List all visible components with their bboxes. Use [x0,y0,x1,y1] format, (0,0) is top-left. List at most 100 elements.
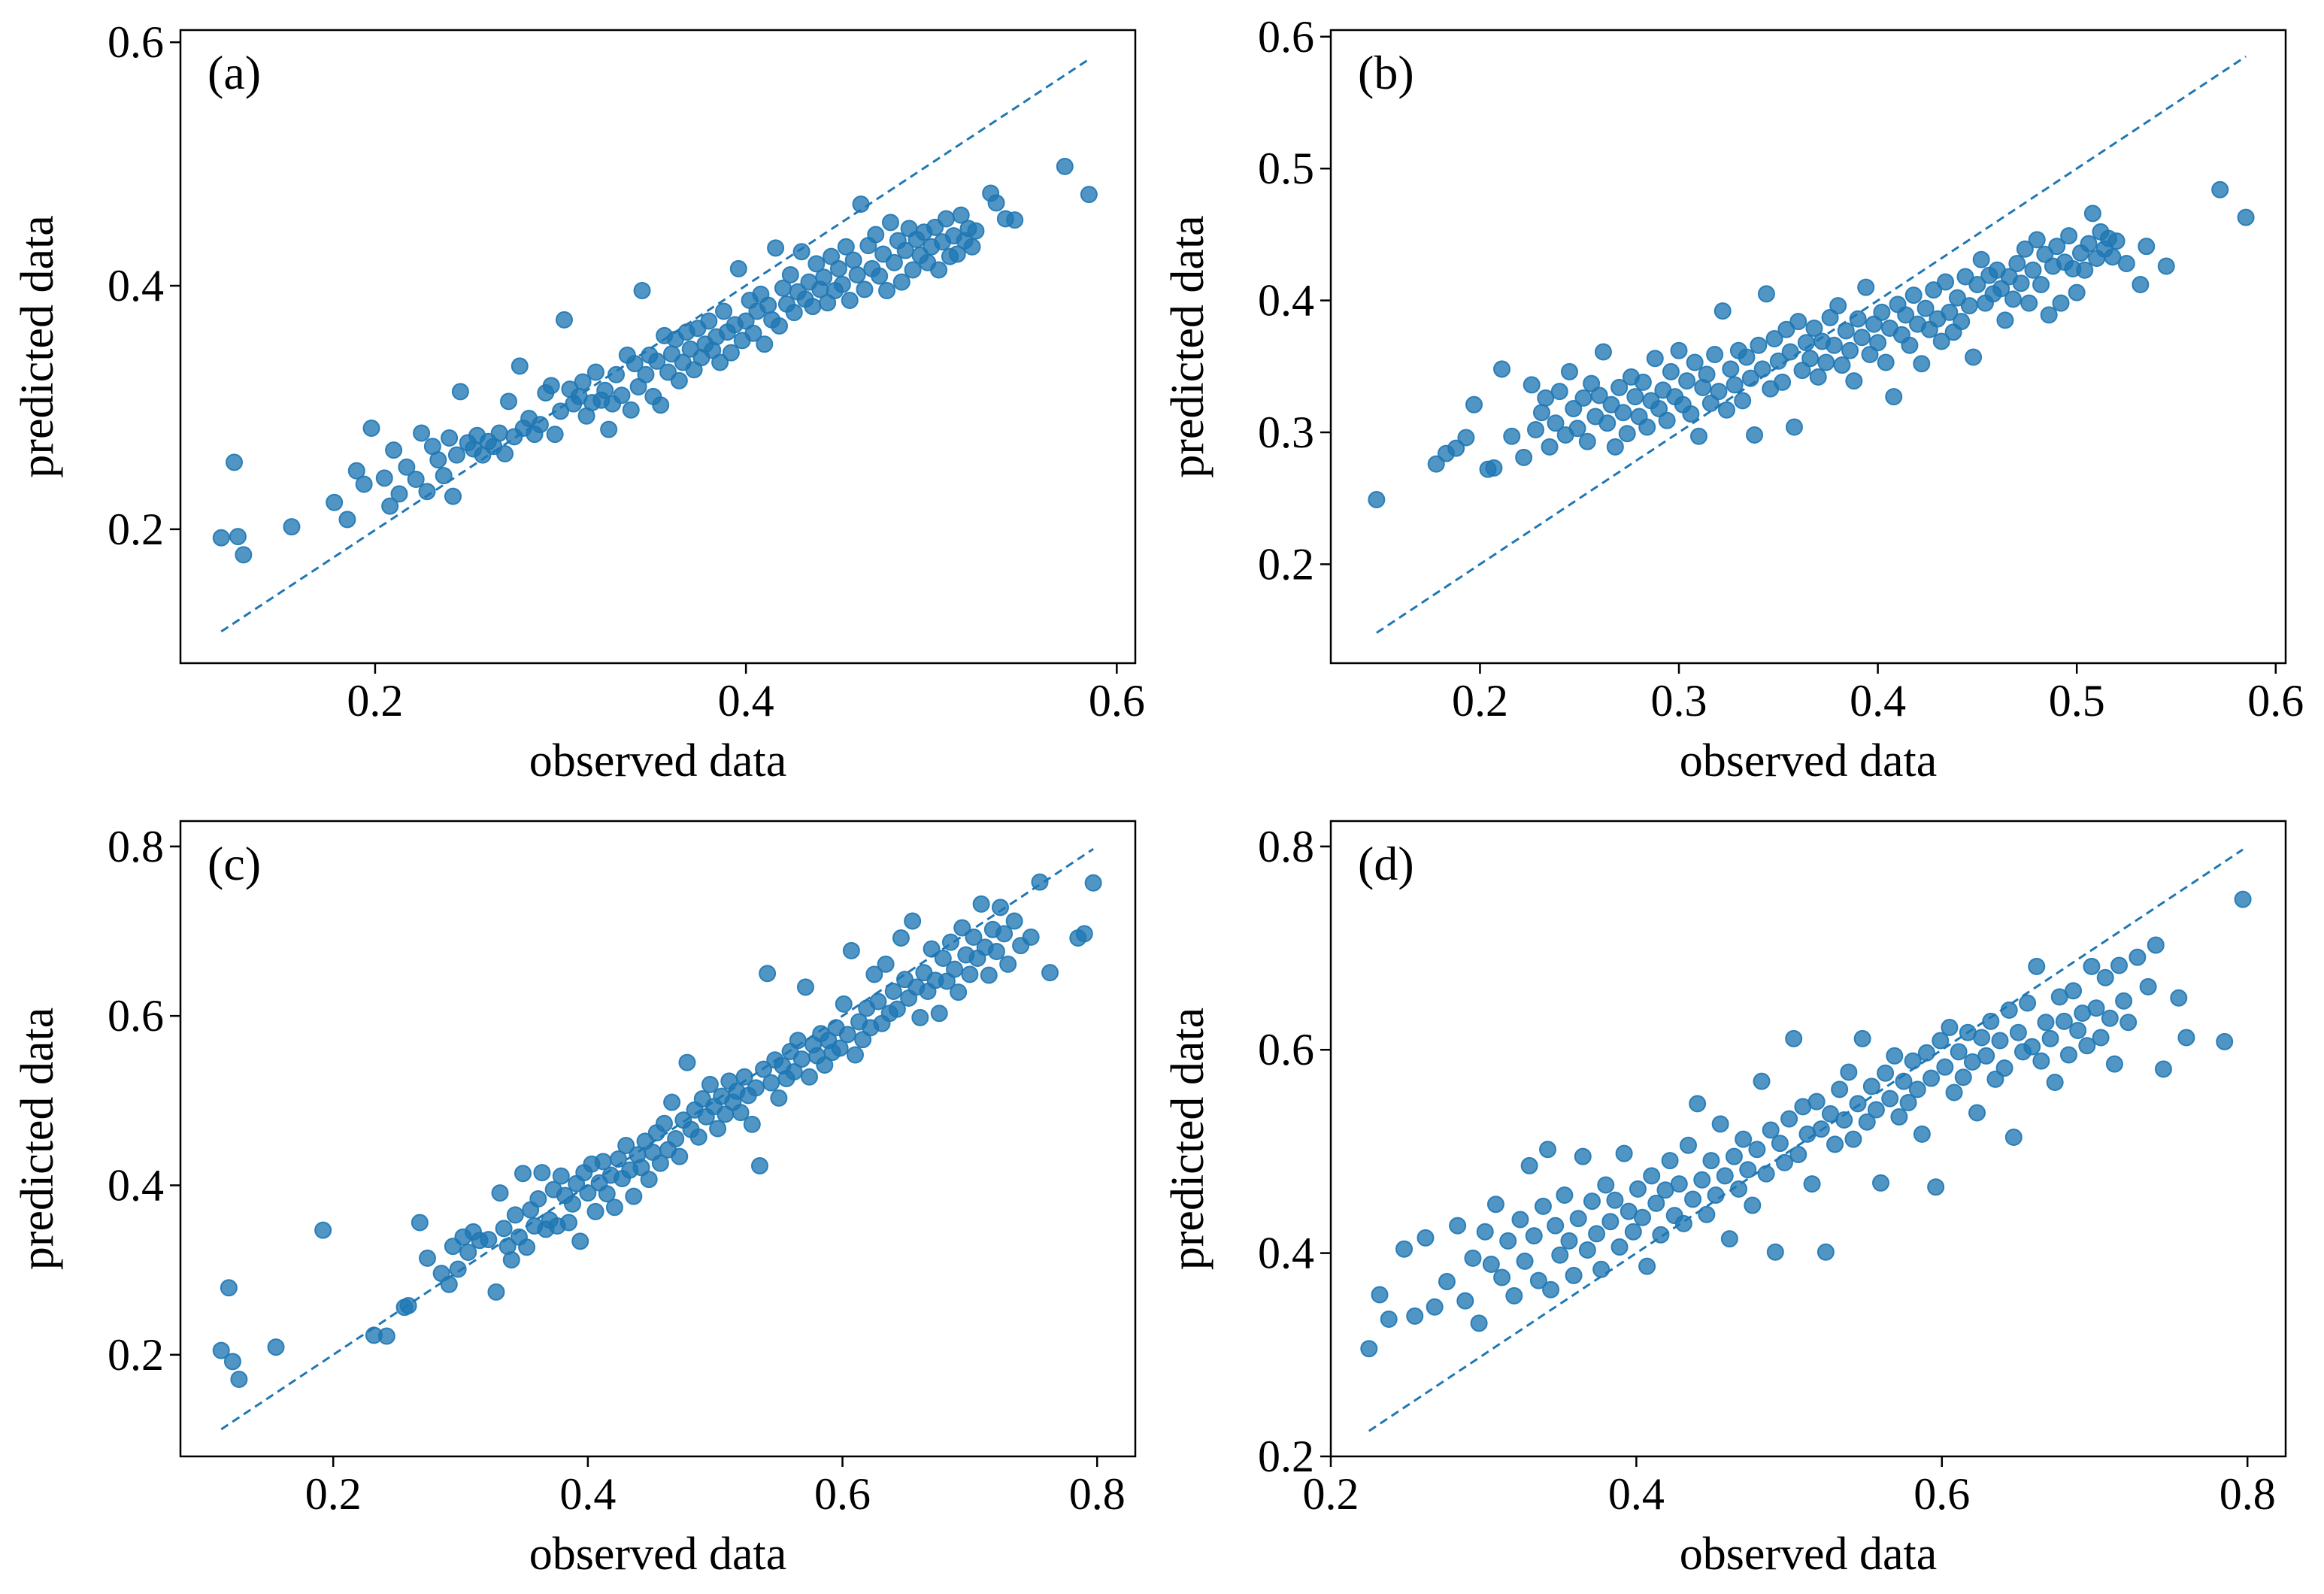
scatter-point [1774,373,1792,391]
scatter-point [1380,1310,1398,1328]
scatter-point [533,1164,551,1182]
scatter-point [1895,1072,1913,1090]
scatter-point [1904,286,1923,305]
scatter-point [1821,308,1839,326]
scatter-point [937,210,955,228]
scatter-point [711,353,729,371]
scatter-point [1426,1298,1444,1316]
scatter-point [1532,404,1550,422]
scatter-point [1785,418,1803,436]
scatter-point [1785,1029,1803,1047]
scatter-point [999,955,1017,973]
scatter-point [2139,977,2157,995]
scatter-point [1766,1243,1784,1261]
scatter-point [2028,957,2046,975]
scatter-point [491,1184,509,1202]
panel-c-points [212,873,1102,1388]
scatter-point [1877,1064,1895,1082]
scatter-point [1950,1043,1968,1061]
scatter-point [1890,1108,1908,1126]
scatter-point [1447,439,1465,457]
scatter-point [1638,1257,1656,1275]
scatter-point [613,386,631,405]
scatter-point [1360,1340,1378,1358]
panel-b-label: (b) [1358,46,1414,99]
scatter-point [1881,1089,1899,1108]
scatter-point [598,1185,616,1203]
scatter-point [2104,248,2122,266]
scatter-point [715,302,733,320]
scatter-point [608,365,626,383]
panel-b-y-ticks: 0.2 0.3 0.4 0.5 0.6 [1258,12,1331,589]
scatter-point [770,1089,788,1107]
scatter-point [1406,1307,1424,1325]
scatter-point [399,1296,417,1314]
scatter-point [2076,261,2094,279]
scatter-point [1862,1077,1880,1095]
scatter-point [2024,261,2042,279]
scatter-point [1927,1178,1945,1196]
scatter-point [1826,1135,1844,1153]
scatter-point [1937,273,1955,291]
scatter-point [867,226,885,244]
scatter-point [1746,426,1764,444]
scatter-point [1520,1156,1538,1174]
scatter-point [1781,343,1799,361]
panel-a-y-ticks: 0.2 0.4 0.6 [108,17,180,554]
scatter-point [444,487,462,505]
scatter-point [1711,1115,1729,1133]
scatter-point [1965,348,1983,366]
scatter-point [1084,874,1102,892]
scatter-point [1550,383,1568,401]
scatter-point [1031,873,1049,891]
scatter-point [511,357,529,375]
scatter-point [2009,1023,2027,1041]
scatter-point [877,955,895,973]
scatter-point [934,950,952,968]
scatter-point [911,1008,929,1026]
scatter-point [1482,1255,1500,1273]
scatter-point [1634,1208,1652,1226]
scatter-point [1614,404,1632,422]
scatter-point [1753,360,1771,378]
scatter-point [1578,432,1596,450]
scatter-point [377,1327,395,1345]
scatter-point [2078,1037,2096,1055]
scatter-point [1901,336,1919,354]
scatter-point [655,1114,673,1132]
scatter-point [1996,311,2014,329]
panel-c-y-ticks: 0.2 0.4 0.6 0.8 [108,822,180,1380]
x-tick-label: 0.6 [814,1469,871,1519]
panel-a-x-axis-label: observed data [529,735,787,786]
scatter-point [1762,1121,1780,1139]
scatter-point [1960,297,1978,315]
scatter-point [314,1221,332,1239]
scatter-point [1529,1271,1547,1289]
scatter-point [833,275,851,293]
scatter-point [1991,1032,2009,1050]
scatter-point [267,1338,285,1356]
panel-d-y-axis-label: predicted data [1162,1008,1214,1270]
scatter-point [1556,1186,1574,1205]
scatter-point [2041,1029,2059,1047]
scatter-point [1913,1125,1931,1143]
scatter-point [1457,429,1475,447]
scatter-point [1537,389,1555,407]
scatter-point [586,363,604,381]
scatter-point [1503,427,1521,445]
scatter-point [1041,964,1059,982]
scatter-point [792,1050,811,1068]
scatter-point [1972,250,1990,268]
scatter-point [1805,319,1823,337]
scatter-point [546,426,564,444]
scatter-point [852,195,870,214]
scatter-point [2004,290,2023,308]
scatter-point [1941,1018,1959,1036]
scatter-point [881,214,899,232]
x-tick-label: 0.8 [1069,1469,1126,1519]
y-tick-label: 0.2 [108,1330,164,1380]
scatter-point [663,1093,681,1111]
scatter-point [1629,1180,1647,1198]
scatter-point [1568,420,1586,438]
scatter-point [1885,388,1903,406]
